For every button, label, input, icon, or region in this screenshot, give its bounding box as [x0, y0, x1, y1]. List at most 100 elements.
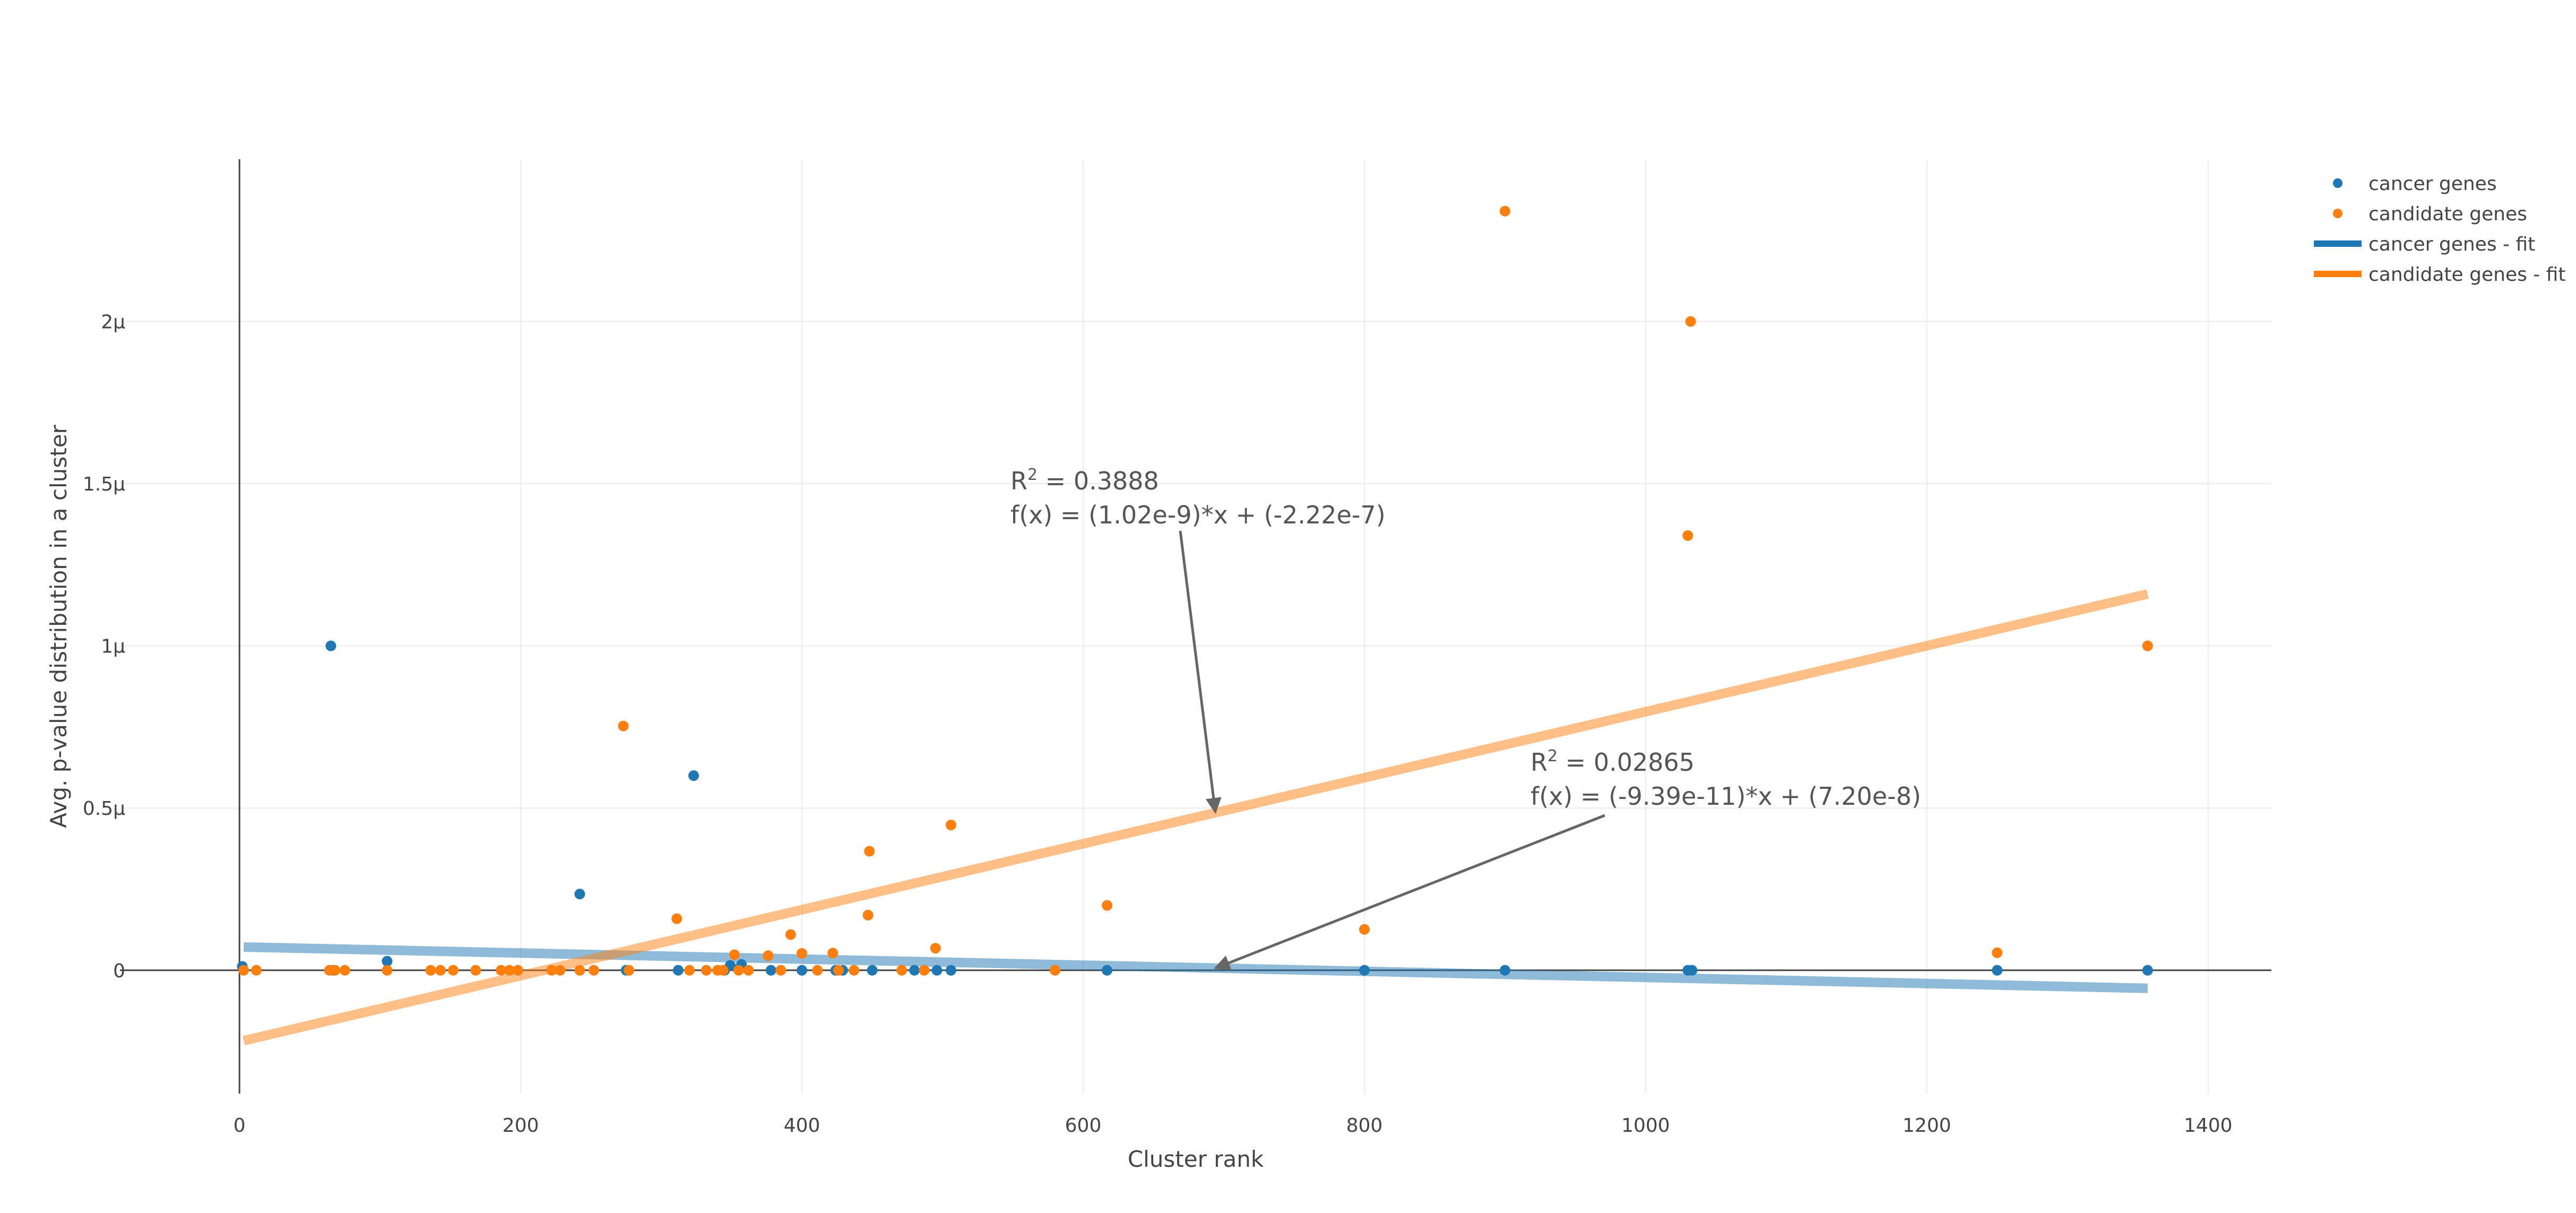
- legend-label: candidate genes: [2368, 203, 2527, 225]
- r2-value: = 0.3888: [1038, 467, 1159, 495]
- candidate-gene-point: [862, 909, 874, 920]
- candidate-gene-point: [1050, 965, 1061, 976]
- y-tick-label: 1.5μ: [83, 474, 125, 495]
- cancer-gene-point: [797, 965, 808, 976]
- legend-label: cancer genes - fit: [2368, 234, 2535, 255]
- candidate-gene-point: [2142, 640, 2153, 651]
- candidate-gene-point: [684, 965, 695, 976]
- candidate-gene-point: [919, 965, 930, 976]
- candidate-gene-point: [785, 929, 796, 940]
- candidate-gene-point: [555, 965, 566, 976]
- candidate-gene-point: [1685, 316, 1696, 327]
- candidate-gene-point: [864, 846, 875, 857]
- candidate-gene-point: [588, 965, 599, 976]
- y-axis-title: Avg. p-value distribution in a cluster: [46, 425, 72, 828]
- cancer-gene-point: [945, 965, 956, 976]
- candidate-gene-point: [797, 948, 808, 959]
- candidate-gene-point: [896, 965, 907, 976]
- candidate-gene-point: [238, 965, 249, 976]
- cancer-gene-point: [382, 956, 393, 967]
- candidate-gene-point: [435, 965, 446, 976]
- r2-superscript: 2: [1027, 466, 1038, 484]
- legend-marker-swatch: [2333, 178, 2342, 188]
- cancer-gene-point: [909, 965, 920, 976]
- candidate-gene-point: [504, 965, 515, 976]
- candidate-gene-point: [574, 965, 585, 976]
- legend-label: candidate genes - fit: [2368, 264, 2566, 286]
- candidate-gene-point: [618, 720, 629, 732]
- x-tick-label: 800: [1346, 1115, 1383, 1137]
- x-tick-label: 1200: [1903, 1115, 1951, 1137]
- candidate-gene-point: [1102, 900, 1113, 911]
- data-markers: [237, 205, 2153, 976]
- annotation-r2-text: R2 = 0.02865: [1531, 747, 1695, 777]
- x-tick-label: 600: [1065, 1115, 1102, 1137]
- y-tick-label: 0.5μ: [83, 798, 125, 820]
- candidate-gene-point: [733, 965, 744, 976]
- cancer-gene-point: [931, 965, 943, 976]
- candidate-gene-point: [1682, 530, 1693, 541]
- candidate-gene-point: [1992, 947, 2003, 958]
- annotation-arrow: [1214, 814, 1605, 970]
- candidate-gene-point: [945, 820, 956, 830]
- x-tick-label: 1000: [1621, 1115, 1670, 1137]
- annotation-formula-text: f(x) = (-9.39e-11)*x + (7.20e-8): [1531, 782, 1921, 811]
- r2-superscript: 2: [1548, 747, 1558, 765]
- candidate-gene-point: [382, 965, 393, 976]
- candidate-gene-point: [470, 965, 481, 976]
- candidate-gene-point: [729, 949, 740, 960]
- candidate-gene-point: [930, 943, 941, 954]
- r2-value: = 0.02865: [1558, 748, 1695, 777]
- cancer-gene-point: [325, 640, 336, 651]
- x-tick-label: 1400: [2184, 1115, 2233, 1137]
- candidate-gene-point: [251, 965, 262, 976]
- cancer-gene-point: [1687, 965, 1698, 976]
- candidate-gene-point: [512, 965, 523, 976]
- legend-item[interactable]: cancer genes - fit: [2314, 234, 2535, 255]
- cancer-gene-point: [1359, 965, 1370, 976]
- r2-symbol: R: [1531, 748, 1548, 777]
- cancer-gene-point: [574, 889, 585, 900]
- x-tick-label: 200: [503, 1115, 539, 1137]
- legend-item[interactable]: cancer genes: [2333, 173, 2497, 195]
- candidate-gene-point: [496, 965, 507, 976]
- candidate-gene-point: [546, 965, 557, 976]
- candidate-gene-point: [812, 965, 823, 976]
- candidate-gene-point: [447, 965, 459, 976]
- candidate-gene-point: [330, 965, 341, 976]
- legend-label: cancer genes: [2368, 173, 2497, 195]
- fit-line-cancer-genes: [243, 942, 2148, 993]
- candidate-gene-point: [718, 965, 729, 976]
- candidate-gene-point: [775, 965, 786, 976]
- x-axis-title: Cluster rank: [1128, 1146, 1264, 1172]
- candidate-gene-point: [833, 965, 844, 976]
- y-tick-label: 1μ: [101, 636, 125, 658]
- r2-symbol: R: [1010, 467, 1027, 495]
- cancer-gene-point: [765, 965, 776, 976]
- candidate-gene-point: [1499, 205, 1510, 217]
- legend-item[interactable]: candidate genes - fit: [2314, 264, 2566, 286]
- legend-item[interactable]: candidate genes: [2333, 203, 2527, 225]
- candidate-gene-point: [624, 965, 635, 976]
- cancer-gene-point: [1992, 965, 2003, 976]
- cancer-gene-point: [2142, 965, 2153, 976]
- legend-marker-swatch: [2333, 209, 2342, 218]
- cancer-gene-point: [867, 965, 878, 976]
- axes: 0 200 400 600 800 1000 1200 1400 0 0.5μ 1μ 1.5μ 2μ: [83, 159, 2271, 1137]
- legend[interactable]: cancer genes candidate genes cancer genes …: [2314, 173, 2566, 286]
- cancer-gene-point: [1102, 965, 1113, 976]
- candidate-gene-point: [849, 965, 860, 976]
- cancer-gene-point: [688, 770, 699, 781]
- candidate-gene-point: [763, 950, 774, 961]
- annotation-arrow: [1179, 530, 1222, 814]
- cancer-gene-point: [1499, 965, 1510, 976]
- candidate-gene-point: [671, 913, 682, 924]
- candidate-gene-point: [425, 965, 436, 976]
- x-tick-label: 400: [784, 1115, 820, 1137]
- y-tick-label: 2μ: [101, 312, 125, 333]
- annotation-r2-text: R2 = 0.3888: [1010, 466, 1159, 495]
- annotation-formula-text: f(x) = (1.02e-9)*x + (-2.22e-7): [1010, 501, 1386, 529]
